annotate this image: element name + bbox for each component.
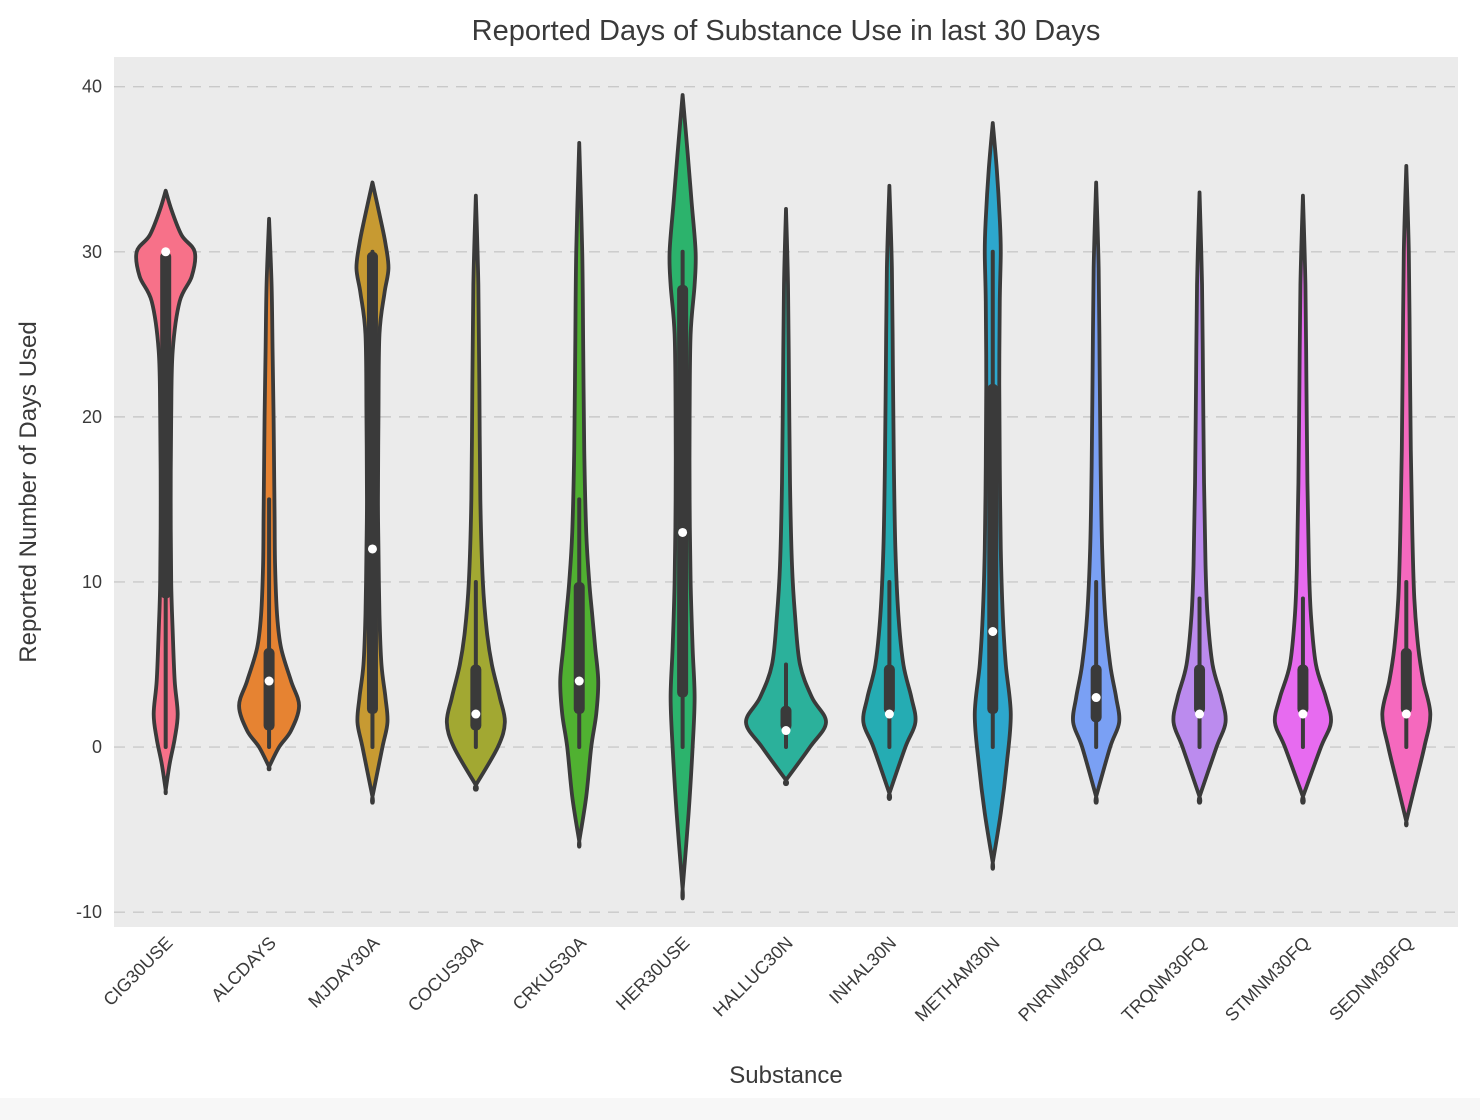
violin-median-SEDNM30FQ — [1401, 709, 1411, 719]
violin-median-INHAL30N — [884, 709, 894, 719]
y-tick-label: 40 — [82, 77, 102, 97]
x-tick-label-CRKUS30A: CRKUS30A — [509, 933, 590, 1014]
violin-CRKUS30A — [558, 140, 601, 849]
x-tick-label-MJDAY30A: MJDAY30A — [304, 933, 383, 1012]
violin-STMNM30FQ — [1272, 193, 1333, 805]
x-tick-label-SEDNM30FQ: SEDNM30FQ — [1325, 933, 1417, 1025]
y-tick-label: 10 — [82, 572, 102, 592]
chart-title: Reported Days of Substance Use in last 3… — [472, 15, 1101, 47]
violin-median-MJDAY30A — [367, 544, 377, 554]
violin-median-HALLUC30N — [781, 726, 791, 736]
x-tick-label-HALLUC30N: HALLUC30N — [709, 933, 797, 1021]
violin-HALLUC30N — [744, 206, 828, 787]
x-tick-label-CIG30USE: CIG30USE — [99, 933, 176, 1010]
violin-median-METHAM30N — [988, 626, 998, 636]
x-tick-label-STMNM30FQ: STMNM30FQ — [1221, 933, 1314, 1026]
violin-box-CRKUS30A — [573, 581, 585, 715]
violin-COCUS30A — [444, 193, 507, 792]
violin-median-ALCDAYS — [264, 676, 274, 686]
violin-median-COCUS30A — [471, 709, 481, 719]
violin-box-COCUS30A — [470, 664, 482, 731]
violin-median-CIG30USE — [161, 247, 171, 257]
violin-median-TRQNM30FQ — [1195, 709, 1205, 719]
violin-box-STMNM30FQ — [1297, 664, 1309, 715]
violin-box-INHAL30N — [883, 664, 895, 715]
x-tick-label-HER30USE: HER30USE — [612, 933, 693, 1014]
y-tick-label: 30 — [82, 242, 102, 262]
y-tick-label: 20 — [82, 407, 102, 427]
x-tick-label-PNRNM30FQ: PNRNM30FQ — [1014, 933, 1107, 1026]
violin-median-CRKUS30A — [574, 676, 584, 686]
violin-layer — [134, 93, 1433, 901]
violin-box-CIG30USE — [160, 251, 172, 599]
violin-box-ALCDAYS — [263, 648, 275, 731]
violin-median-HER30USE — [678, 527, 688, 537]
violin-box-METHAM30N — [987, 383, 999, 715]
x-tick-label-TRQNM30FQ: TRQNM30FQ — [1118, 933, 1211, 1026]
x-axis-label: Substance — [729, 1062, 842, 1089]
bottom-strip — [0, 1098, 1480, 1120]
x-tick-label-COCUS30A: COCUS30A — [404, 933, 487, 1016]
violin-PNRNM30FQ — [1071, 180, 1122, 805]
violin-box-HER30USE — [677, 284, 689, 698]
violin-median-PNRNM30FQ — [1091, 693, 1101, 703]
violin-INHAL30N — [861, 183, 918, 801]
violin-TRQNM30FQ — [1171, 190, 1228, 805]
violin-ALCDAYS — [237, 216, 301, 772]
x-tick-label-ALCDAYS: ALCDAYS — [207, 933, 280, 1006]
x-tick-label-INHAL30N: INHAL30N — [825, 933, 900, 1008]
y-axis-label: Reported Number of Days Used — [15, 321, 42, 662]
y-tick-label: 0 — [92, 737, 102, 757]
y-tick-label: -10 — [76, 902, 102, 922]
violin-box-MJDAY30A — [366, 251, 378, 715]
violin-box-TRQNM30FQ — [1194, 664, 1206, 715]
violin-box-HALLUC30N — [780, 705, 792, 731]
violin-SEDNM30FQ — [1380, 164, 1433, 828]
violin-box-SEDNM30FQ — [1400, 648, 1412, 715]
x-tick-label-METHAM30N: METHAM30N — [911, 933, 1004, 1026]
violin-median-STMNM30FQ — [1298, 709, 1308, 719]
